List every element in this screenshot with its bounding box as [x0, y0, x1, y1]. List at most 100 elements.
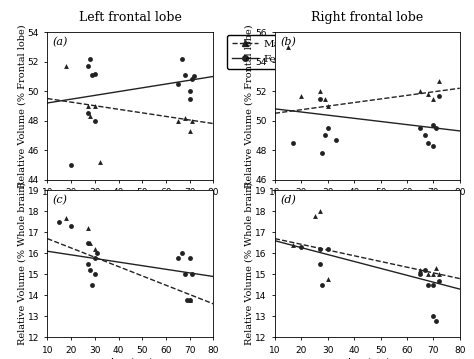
Point	[91, 103, 99, 109]
Point	[429, 143, 437, 149]
Text: (c): (c)	[52, 195, 67, 205]
Point	[435, 271, 442, 277]
Text: (d): (d)	[281, 195, 296, 205]
Point	[91, 246, 99, 252]
Point	[67, 162, 75, 168]
Y-axis label: Relative Volume (% Whole brain): Relative Volume (% Whole brain)	[245, 182, 254, 345]
Point	[179, 56, 186, 62]
X-axis label: Age (yrs): Age (yrs)	[345, 358, 390, 359]
Point	[429, 271, 437, 277]
Point	[91, 118, 99, 123]
Point	[416, 88, 424, 94]
Point	[316, 261, 324, 267]
Point	[181, 72, 189, 78]
Point	[319, 150, 326, 156]
Point	[186, 297, 193, 303]
Point	[298, 244, 305, 250]
Point	[321, 132, 329, 138]
Point	[84, 225, 91, 231]
Point	[290, 242, 297, 248]
Text: Right frontal lobe: Right frontal lobe	[311, 11, 423, 24]
Point	[91, 255, 99, 260]
Point	[86, 240, 94, 246]
Point	[316, 246, 324, 252]
Point	[174, 81, 182, 87]
Point	[429, 282, 437, 288]
Point	[86, 267, 94, 273]
Point	[435, 93, 442, 98]
Text: (a): (a)	[52, 37, 68, 47]
Point	[422, 132, 429, 138]
Point	[316, 88, 324, 94]
Point	[316, 209, 324, 214]
Point	[429, 96, 437, 102]
Point	[424, 91, 432, 97]
Y-axis label: Relative Volume (% Frontal lobe): Relative Volume (% Frontal lobe)	[245, 24, 254, 188]
Point	[435, 78, 442, 84]
Point	[319, 282, 326, 288]
Point	[84, 261, 91, 267]
Point	[191, 74, 198, 79]
Point	[424, 140, 432, 146]
Point	[55, 219, 63, 225]
Point	[290, 140, 297, 146]
Point	[324, 103, 331, 109]
Point	[91, 271, 99, 277]
Point	[84, 240, 91, 246]
Point	[186, 88, 193, 94]
Point	[188, 76, 196, 82]
Point	[416, 267, 424, 273]
Point	[181, 271, 189, 277]
Point	[324, 125, 331, 131]
Point	[332, 137, 339, 143]
Point	[186, 128, 193, 134]
Legend: Male, Female: Male, Female	[227, 34, 307, 69]
Point	[93, 251, 101, 256]
Point	[67, 223, 75, 229]
Point	[186, 96, 193, 102]
Point	[91, 71, 99, 76]
Point	[416, 125, 424, 131]
Point	[84, 111, 91, 116]
Y-axis label: Relative Volume (% Frontal lobe): Relative Volume (% Frontal lobe)	[17, 24, 26, 188]
Point	[174, 118, 182, 123]
Y-axis label: Relative Volume (% Whole brain): Relative Volume (% Whole brain)	[17, 182, 26, 345]
Point	[84, 103, 91, 109]
Point	[424, 271, 432, 277]
Point	[311, 213, 319, 218]
Point	[188, 271, 196, 277]
Point	[96, 159, 103, 165]
Point	[324, 246, 331, 252]
Point	[86, 56, 94, 62]
Point	[89, 72, 96, 78]
Point	[429, 313, 437, 319]
Point	[324, 276, 331, 281]
Point	[432, 125, 440, 131]
Point	[422, 267, 429, 273]
Point	[186, 297, 193, 303]
Point	[89, 282, 96, 288]
Point	[435, 278, 442, 284]
Point	[86, 113, 94, 119]
Point	[84, 63, 91, 69]
Point	[424, 282, 432, 288]
Point	[188, 118, 196, 123]
Point	[316, 96, 324, 102]
Text: (b): (b)	[281, 37, 296, 47]
Point	[186, 255, 193, 260]
Point	[63, 215, 70, 220]
Point	[298, 93, 305, 98]
Point	[179, 251, 186, 256]
Point	[416, 271, 424, 277]
Text: Left frontal lobe: Left frontal lobe	[79, 11, 182, 24]
Point	[183, 297, 191, 303]
Point	[432, 265, 440, 271]
Point	[432, 318, 440, 323]
Point	[284, 44, 292, 50]
Point	[63, 63, 70, 69]
Point	[429, 122, 437, 128]
Point	[181, 115, 189, 121]
X-axis label: Age (yrs): Age (yrs)	[108, 358, 153, 359]
Point	[321, 96, 329, 102]
Point	[174, 255, 182, 260]
